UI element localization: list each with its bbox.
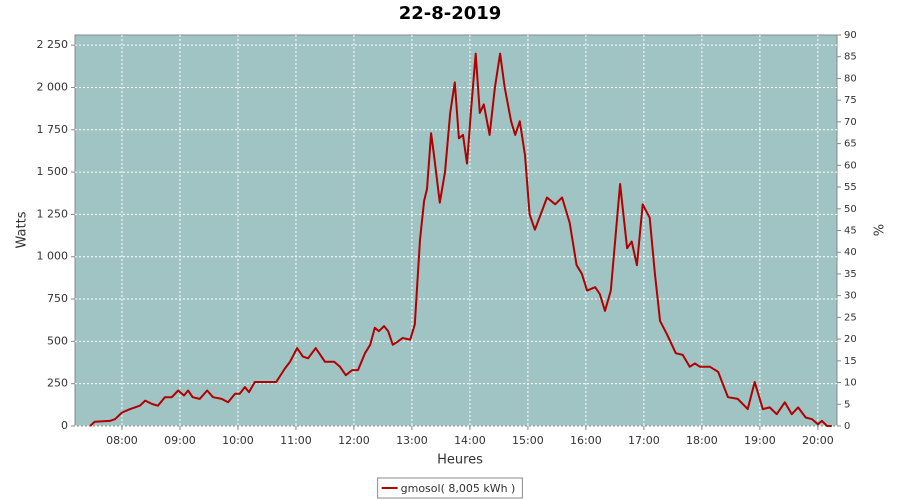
y-tick-label: 750 xyxy=(47,292,68,305)
y2-tick-label: 20 xyxy=(844,334,857,345)
legend: gmosol( 8,005 kWh ) xyxy=(377,477,523,499)
y-tick-label: 1 250 xyxy=(37,207,69,220)
y2-tick-label: 35 xyxy=(844,269,857,280)
y2-tick-label: 50 xyxy=(844,204,857,215)
x-tick-label: 14:00 xyxy=(454,434,486,447)
y2-tick-label: 10 xyxy=(844,378,857,389)
y2-axis-title: % xyxy=(873,224,888,236)
y-tick-label: 1 000 xyxy=(37,250,69,263)
y-tick-label: 0 xyxy=(61,419,68,432)
y-tick-label: 1 750 xyxy=(37,123,69,136)
y2-tick-label: 75 xyxy=(844,95,857,106)
legend-label: gmosol( 8,005 kWh ) xyxy=(401,482,516,495)
y2-tick-label: 0 xyxy=(844,421,850,432)
x-tick-label: 10:00 xyxy=(222,434,254,447)
y2-tick-label: 85 xyxy=(844,52,857,63)
line-series xyxy=(89,52,832,427)
y2-tick-label: 40 xyxy=(844,247,857,258)
x-tick-label: 19:00 xyxy=(744,434,776,447)
y2-tick-label: 80 xyxy=(844,73,857,84)
y2-tick-label: 90 xyxy=(844,30,857,41)
y2-tick-label: 55 xyxy=(844,182,857,193)
y-tick-label: 2 250 xyxy=(37,38,69,51)
x-tick-label: 09:00 xyxy=(164,434,196,447)
y-tick-label: 2 000 xyxy=(37,80,69,93)
x-tick-label: 16:00 xyxy=(570,434,602,447)
y2-tick-label: 5 xyxy=(844,399,850,410)
x-tick-label: 17:00 xyxy=(628,434,660,447)
x-tick-label: 13:00 xyxy=(396,434,428,447)
x-tick-label: 08:00 xyxy=(106,434,138,447)
chart-title: 22-8-2019 xyxy=(399,3,502,24)
y2-tick-label: 60 xyxy=(844,160,857,171)
y2-tick-label: 30 xyxy=(844,291,857,302)
x-tick-label: 11:00 xyxy=(280,434,312,447)
y2-tick-label: 25 xyxy=(844,312,857,323)
x-tick-label: 18:00 xyxy=(686,434,718,447)
y2-tick-label: 65 xyxy=(844,139,857,150)
x-tick-label: 12:00 xyxy=(338,434,370,447)
x-tick-label: 20:00 xyxy=(802,434,834,447)
y2-tick-label: 45 xyxy=(844,226,857,237)
y2-tick-label: 15 xyxy=(844,356,857,367)
x-axis-title: Heures xyxy=(437,453,483,468)
y-tick-label: 250 xyxy=(47,377,68,390)
x-tick-label: 15:00 xyxy=(512,434,544,447)
y-tick-label: 500 xyxy=(47,334,68,347)
legend-box xyxy=(377,477,523,499)
y-axis-title: Watts xyxy=(15,211,30,248)
y2-tick-label: 70 xyxy=(844,117,857,128)
y-tick-label: 1 500 xyxy=(37,165,69,178)
